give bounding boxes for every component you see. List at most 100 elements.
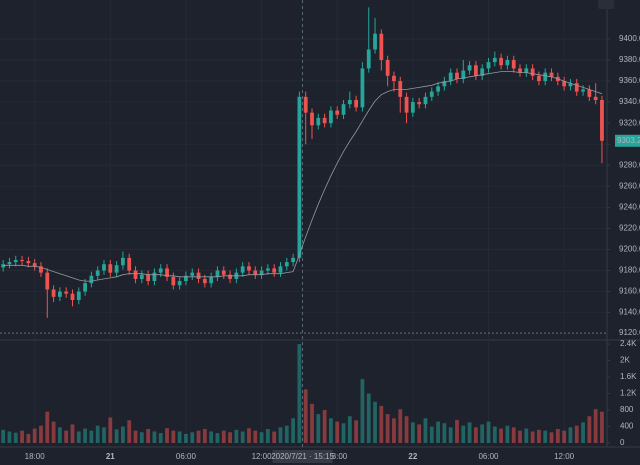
volume-bar [209, 431, 214, 443]
volume-bar [511, 427, 516, 443]
volume-bar [259, 432, 264, 443]
y-tick-label: 9220.00 [619, 224, 640, 233]
volume-bar [335, 421, 340, 443]
volume-bar [316, 414, 321, 443]
candle-body [385, 60, 390, 76]
volume-bar [133, 430, 138, 443]
volume-bar [581, 422, 585, 443]
candle-body [228, 274, 232, 279]
volume-bar [64, 430, 69, 443]
volume-bar [108, 417, 113, 443]
moving-average [3, 71, 603, 282]
candle-body [360, 68, 365, 108]
volume-bar [543, 430, 548, 443]
candle-body [121, 257, 125, 266]
volume-bar [537, 429, 541, 443]
volume-bar [278, 427, 283, 443]
candle-body [221, 270, 226, 275]
candle-body [562, 81, 567, 87]
candle-body [417, 102, 422, 105]
volume-bar [442, 423, 447, 443]
volume-bar [347, 416, 352, 443]
candle-body [581, 89, 585, 92]
candle-body [530, 68, 535, 76]
volume-tick-label: 1.6K [620, 372, 637, 381]
candle-body [240, 266, 245, 273]
y-tick-label: 9240.00 [619, 202, 640, 211]
volume-bar [354, 420, 359, 443]
volume-bar [13, 432, 18, 443]
y-tick-label: 9180.00 [619, 266, 640, 275]
volume-bar [39, 425, 43, 443]
volume-bar [530, 431, 535, 443]
candle-body [505, 60, 510, 66]
volume-bar [398, 409, 403, 443]
volume-bar [474, 427, 478, 443]
volume-bar [26, 433, 31, 443]
candle-body [32, 263, 37, 267]
settings-icon[interactable] [598, 0, 614, 9]
volume-bar [360, 379, 365, 443]
candle-body [64, 291, 69, 294]
candle-body [95, 270, 100, 276]
volume-bar [587, 416, 592, 443]
volume-bar [600, 411, 604, 443]
candle-body [467, 65, 472, 71]
candle-body [83, 283, 87, 292]
volume-tick-label: 2K [620, 356, 630, 365]
candle-body [366, 49, 371, 69]
candle-body [518, 68, 522, 73]
candle-body [568, 83, 573, 87]
x-tick-label: 06:00 [478, 452, 499, 461]
candle-body [310, 112, 314, 126]
candle-body [13, 260, 18, 263]
volume-bar [247, 428, 251, 443]
volume-tick-label: 800 [620, 405, 634, 414]
volume-bar [436, 421, 440, 443]
volume-bar [366, 393, 371, 443]
candle-body [39, 266, 43, 273]
x-tick-label: 22 [408, 452, 417, 461]
y-tick-label: 9400.00 [619, 34, 640, 43]
candle-body [158, 268, 163, 273]
volume-tick-label: 0 [620, 438, 625, 447]
candle-body [436, 86, 440, 92]
volume-bar [499, 428, 503, 443]
volume-bar [202, 428, 207, 443]
candle-body [26, 261, 31, 264]
candle-body [278, 266, 283, 273]
volume-bar [455, 419, 459, 443]
volume-bar [32, 428, 37, 443]
volume-bar [253, 430, 258, 443]
volume-tick-label: 1.2K [620, 389, 637, 398]
settings-button[interactable] [598, 0, 614, 9]
candle-body [20, 260, 24, 262]
volume-bar [190, 432, 195, 443]
candle-body [177, 281, 182, 286]
volume-bar [404, 416, 409, 443]
candle-body [184, 275, 188, 282]
candle-body [410, 102, 415, 113]
volume-bar [423, 418, 428, 443]
volume-bar [310, 403, 314, 443]
x-tick-label: 18:00 [327, 452, 348, 461]
x-tick-label: 12:00 [554, 452, 575, 461]
volume-bar [45, 411, 50, 443]
candle-body [600, 100, 604, 141]
volume-bar [385, 414, 390, 443]
candle-body [209, 276, 214, 284]
volume-bar [51, 421, 56, 443]
volume-bar [410, 422, 415, 443]
volume-bar [297, 344, 302, 443]
volume-bar [341, 423, 346, 443]
candle-body [7, 262, 12, 265]
x-tick-label: 06:00 [176, 452, 197, 461]
candle-body [537, 75, 541, 82]
volume-bar [57, 427, 62, 443]
volume-bar [562, 430, 567, 443]
y-tick-label: 9140.00 [619, 308, 640, 317]
candle-body [114, 265, 119, 273]
candle-body [291, 257, 295, 263]
volume-bar [265, 428, 270, 443]
